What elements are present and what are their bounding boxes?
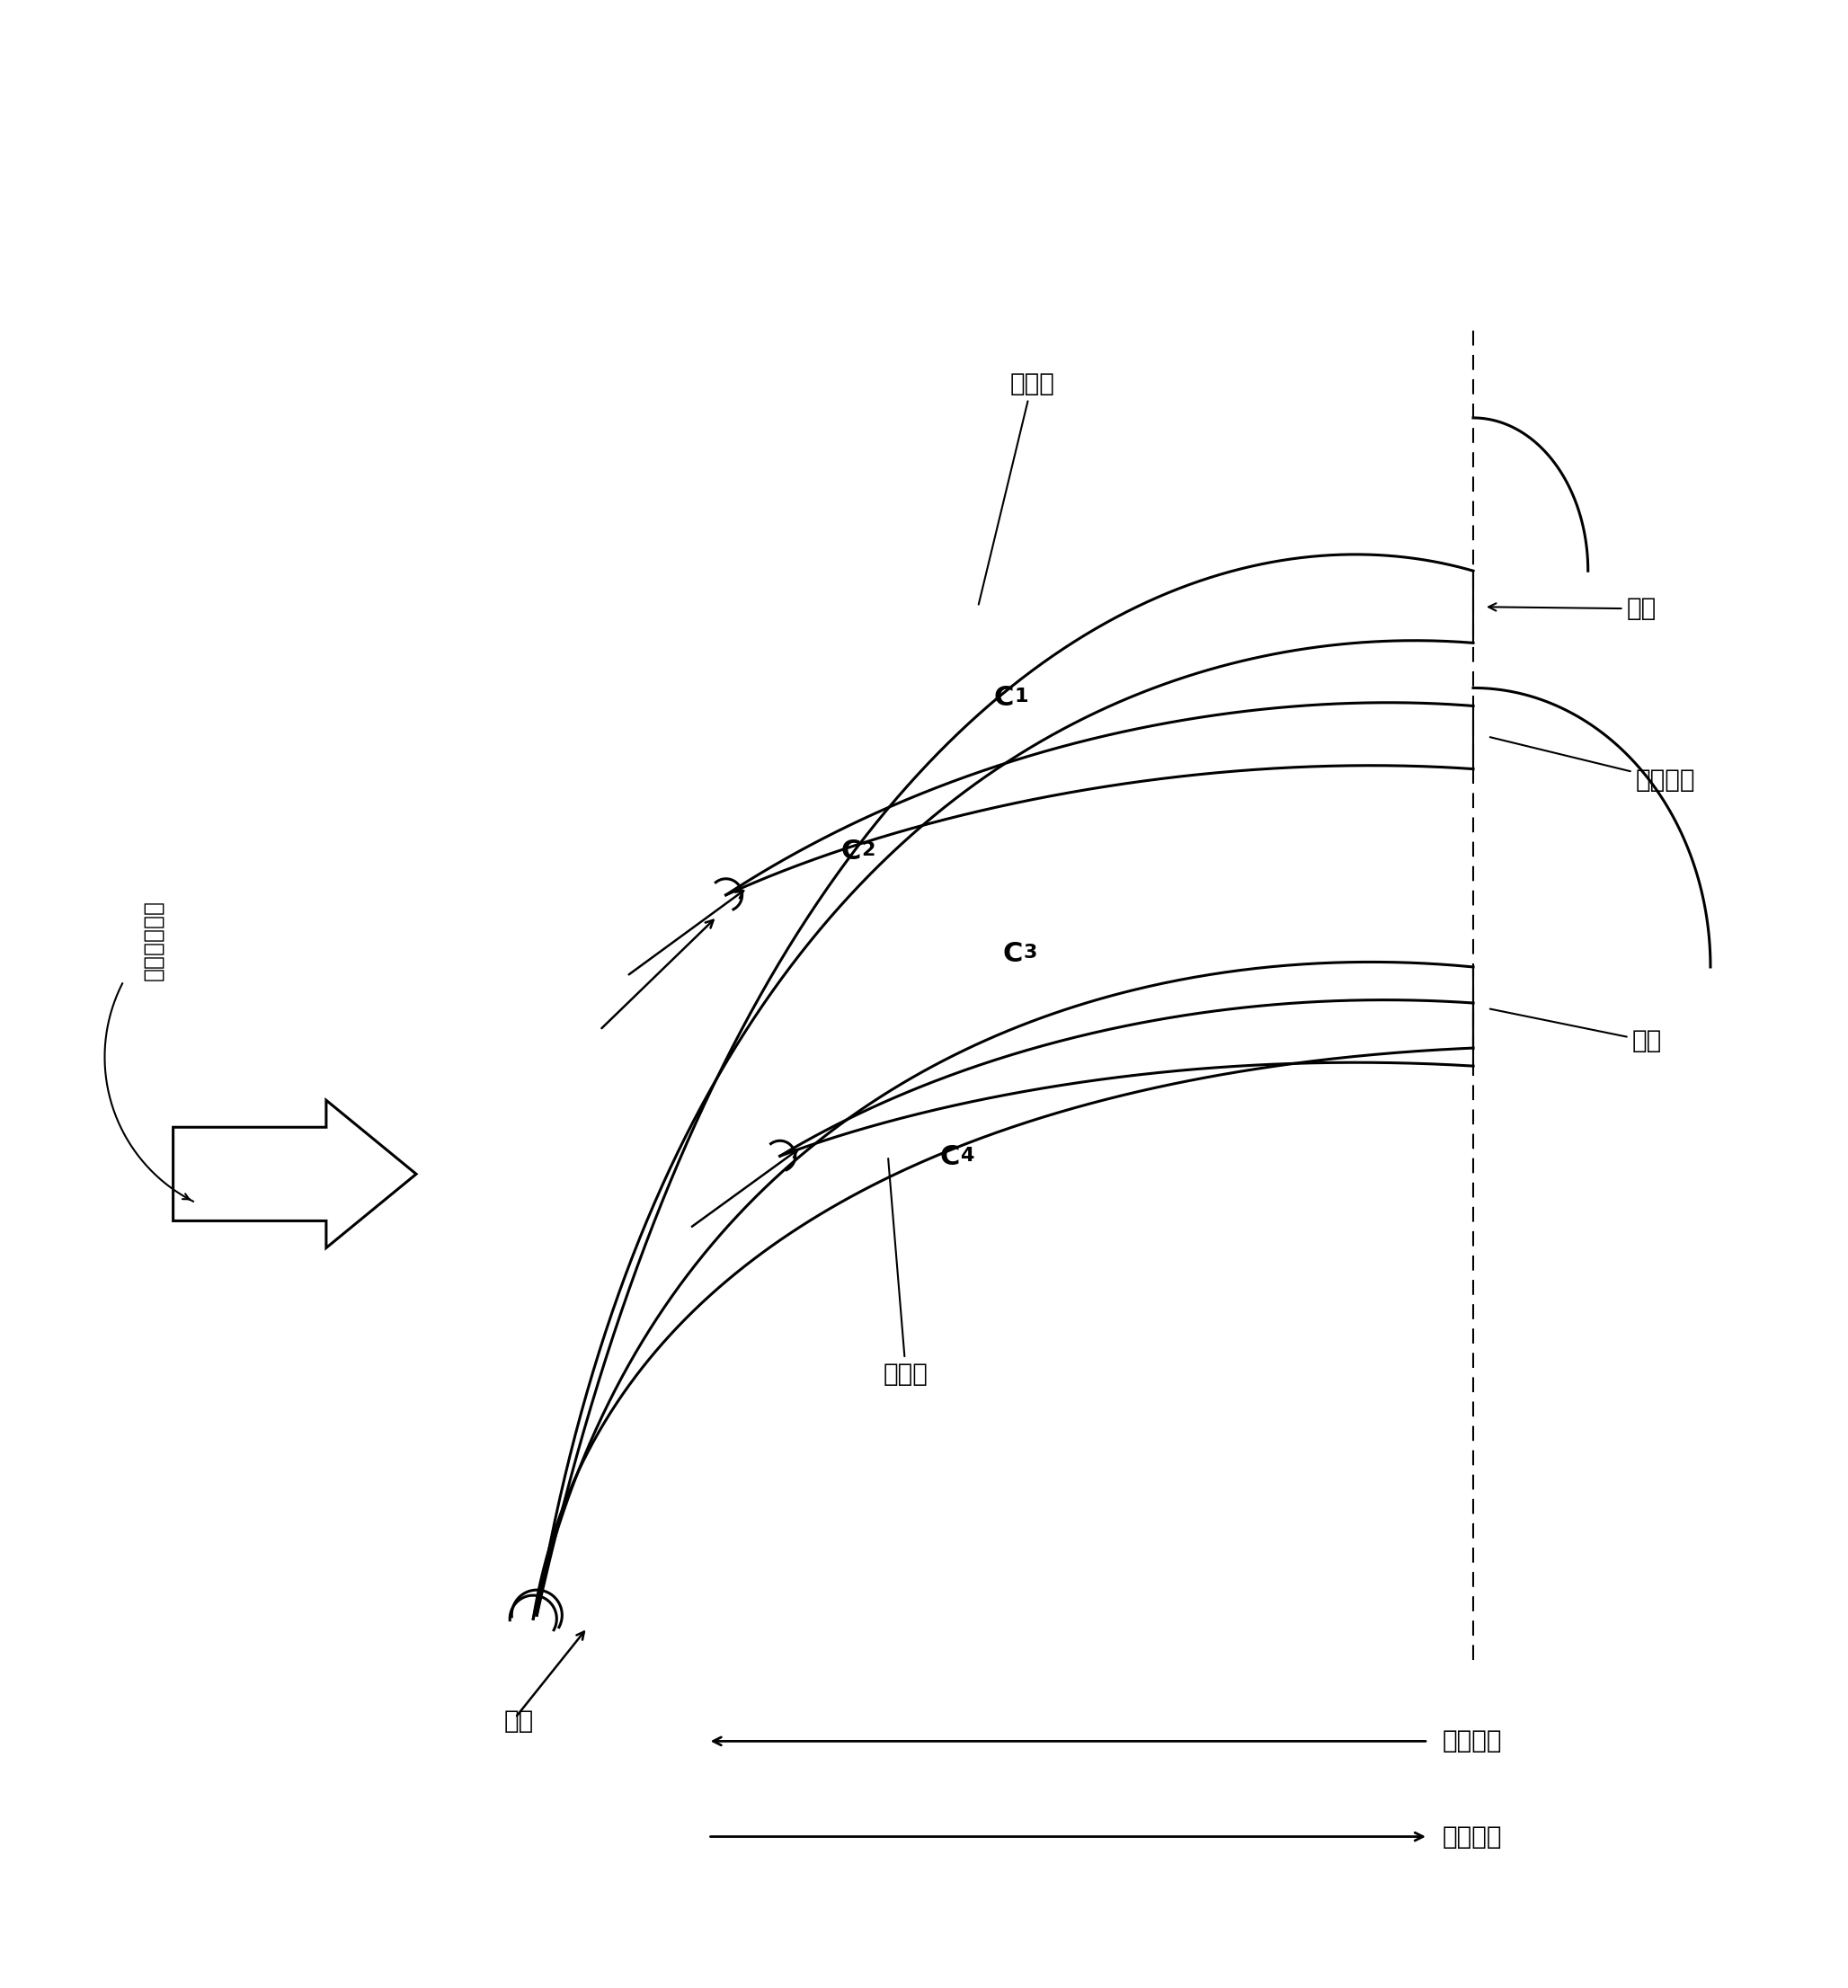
Text: 轴向进气气流: 轴向进气气流: [142, 899, 164, 980]
Text: 上游方向: 上游方向: [1443, 1730, 1502, 1753]
Text: 下游方向: 下游方向: [1443, 1825, 1502, 1849]
Text: 4: 4: [959, 1147, 974, 1165]
FancyArrow shape: [174, 1099, 416, 1248]
Text: 分流叶片: 分流叶片: [1489, 738, 1695, 793]
Text: C: C: [941, 1145, 959, 1171]
Text: C: C: [1003, 940, 1024, 966]
Text: 3: 3: [1024, 944, 1037, 962]
Text: 全叶片: 全叶片: [883, 1159, 928, 1386]
Text: 2: 2: [861, 841, 874, 859]
Text: 后缘: 后缘: [1489, 1008, 1661, 1054]
Text: 1: 1: [1015, 688, 1027, 706]
Text: 前缘: 前缘: [505, 1710, 534, 1734]
Text: C: C: [841, 839, 861, 865]
Text: 后缘: 后缘: [1489, 596, 1656, 622]
Text: 全叶片: 全叶片: [979, 372, 1055, 604]
Text: C: C: [994, 686, 1015, 712]
